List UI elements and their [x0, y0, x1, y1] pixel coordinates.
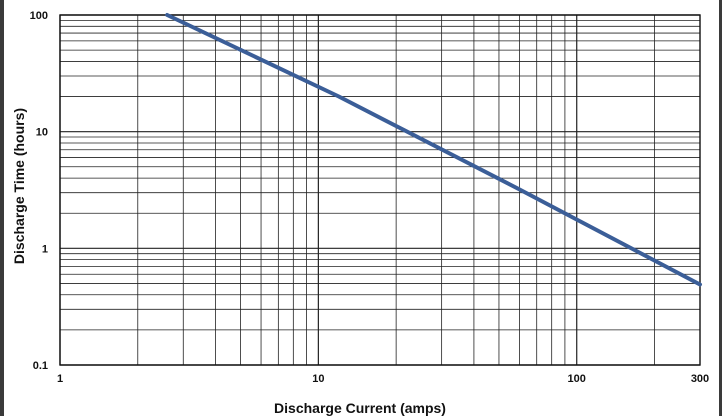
plot-area — [60, 15, 700, 365]
series-layer — [165, 13, 702, 287]
y-tick-label: 10 — [36, 127, 48, 139]
x-tick-label: 100 — [568, 373, 586, 385]
right-border — [719, 0, 722, 416]
y-tick-label: 1 — [42, 243, 48, 255]
y-axis-title: Discharge Time (hours) — [11, 108, 27, 264]
y-tick-label: 0.1 — [33, 360, 48, 372]
tick-labels: 1 10 100 300 100 10 1 0.1 — [30, 10, 710, 385]
y-tick-label: 100 — [30, 10, 48, 22]
x-axis-title: Discharge Current (amps) — [274, 400, 446, 416]
series-line — [165, 13, 702, 287]
left-border — [0, 0, 4, 416]
plot-border — [59, 14, 701, 366]
x-tick-label: 10 — [312, 373, 324, 385]
x-tick-label: 300 — [691, 373, 709, 385]
x-tick-label: 1 — [57, 373, 63, 385]
grid — [59, 14, 701, 366]
